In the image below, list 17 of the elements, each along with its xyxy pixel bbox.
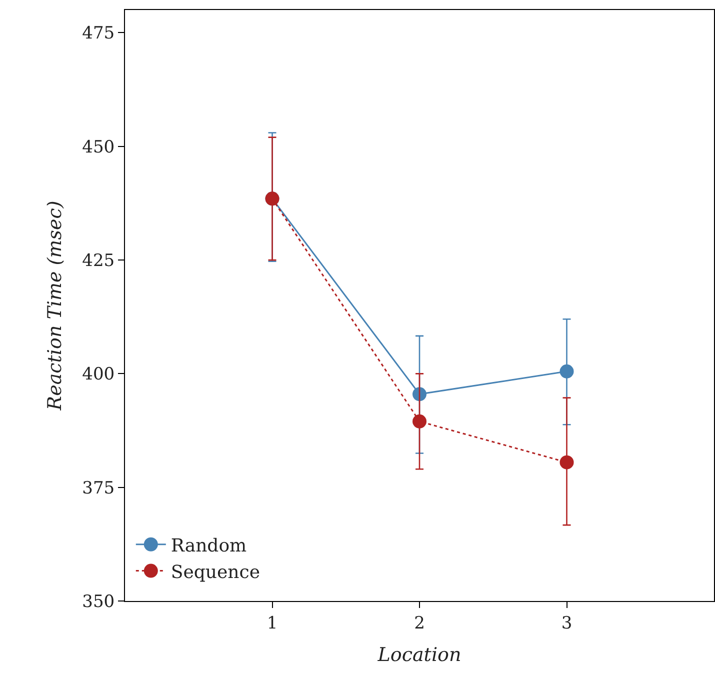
- y-tick-label: 375: [82, 478, 115, 498]
- legend-label: Sequence: [170, 562, 260, 583]
- point: [412, 414, 426, 428]
- x-tick-label: 1: [266, 613, 278, 634]
- x-axis-title: Location: [376, 644, 462, 666]
- x-tick-label: 3: [561, 613, 572, 634]
- legend-label: Random: [170, 535, 247, 556]
- y-axis-title: Reaction Time (msec): [44, 200, 66, 412]
- x-tick-label: 2: [414, 613, 425, 634]
- y-tick-label: 350: [82, 592, 115, 612]
- y-tick-label: 425: [82, 250, 115, 271]
- y-tick-label: 475: [82, 24, 115, 44]
- point: [560, 455, 574, 470]
- point: [412, 387, 426, 402]
- y-tick-label: 450: [82, 137, 115, 158]
- y-tick-label: 400: [82, 364, 115, 385]
- point: [560, 364, 574, 378]
